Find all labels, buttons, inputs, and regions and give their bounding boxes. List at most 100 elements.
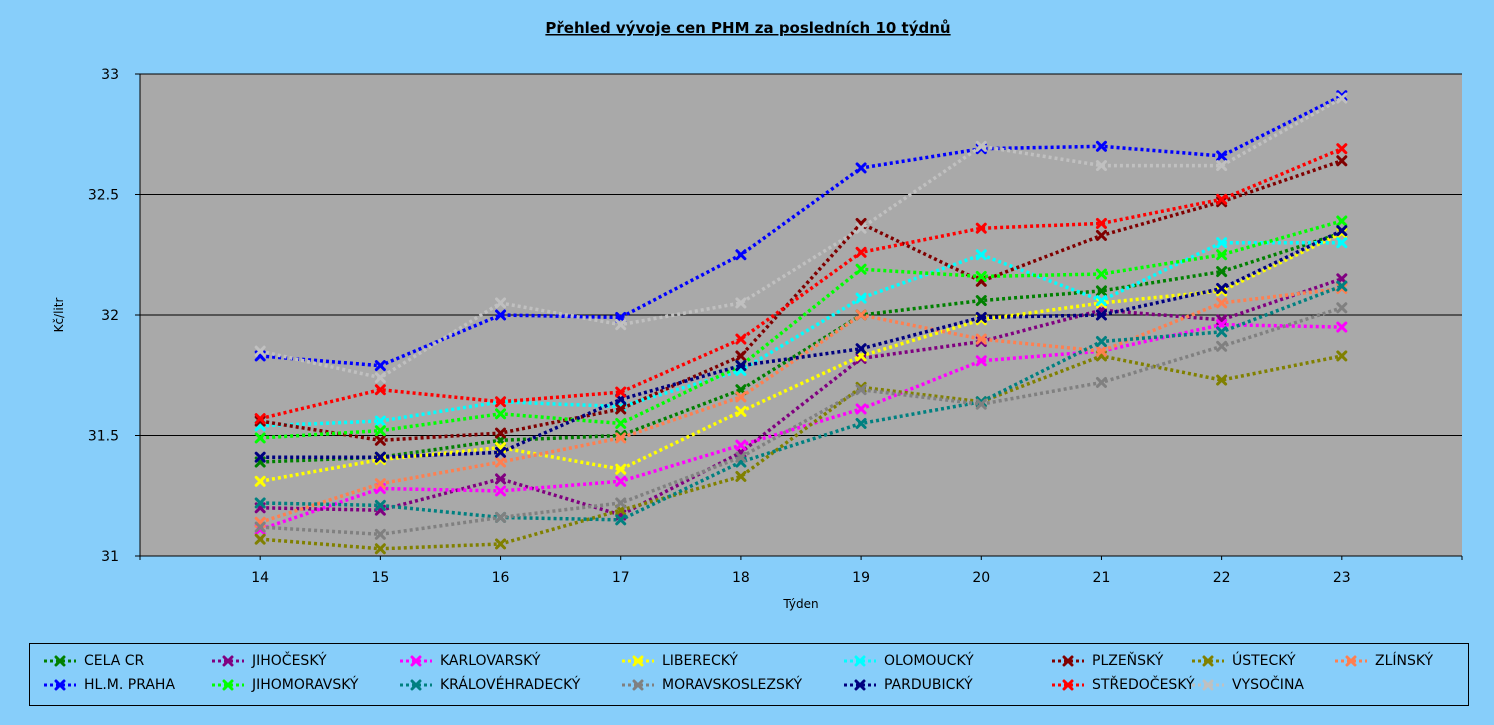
x-tick-label-9: 23 (1333, 570, 1351, 586)
series-9-point-6 (975, 270, 987, 282)
series-8-point-2 (495, 309, 507, 321)
legend-label-10: KRÁLOVÉHRADECKÝ (440, 677, 581, 693)
series-12-point-7 (1095, 309, 1107, 321)
series-line-1 (260, 277, 1343, 517)
series-11-point-3 (615, 497, 627, 509)
y-axis-label: Kč/litr (52, 298, 66, 333)
x-tick-label-5: 19 (852, 570, 870, 586)
series-10-point-9 (1336, 280, 1348, 292)
x-tick-label-1: 15 (371, 570, 389, 586)
series-5-point-3 (615, 403, 627, 415)
series-12-point-0 (254, 451, 266, 463)
y-tick-label-3: 32.5 (88, 188, 119, 204)
series-14-point-7 (1095, 160, 1107, 172)
series-9-point-0 (254, 432, 266, 444)
series-line-0 (260, 231, 1343, 464)
legend-swatch-5 (1052, 655, 1084, 667)
series-11-point-9 (1336, 302, 1348, 314)
legend-swatch-14 (1192, 679, 1224, 691)
series-7-point-8 (1216, 297, 1228, 309)
series-5-point-8 (1216, 196, 1228, 208)
legend-item-11: MORAVSKOSLEZSKÝ (620, 675, 802, 695)
series-3-point-7 (1095, 297, 1107, 309)
legend-label-5: PLZEŇSKÝ (1092, 653, 1164, 669)
series-6-point-9 (1336, 350, 1348, 362)
series-13-point-8 (1216, 193, 1228, 205)
series-3-point-8 (1216, 285, 1228, 297)
series-12-point-5 (855, 343, 867, 355)
series-2-point-6 (975, 355, 987, 367)
series-12-point-4 (735, 360, 747, 372)
series-11-point-7 (1095, 376, 1107, 388)
series-10-point-3 (615, 514, 627, 526)
legend-swatch-10 (400, 679, 432, 691)
series-7-point-6 (975, 333, 987, 345)
y-tick-label-0: 31 (101, 549, 119, 565)
series-11-point-0 (254, 521, 266, 533)
legend-swatch-8 (44, 679, 76, 691)
legend-swatch-6 (1192, 655, 1224, 667)
legend-label-6: ÚSTECKÝ (1232, 653, 1296, 669)
series-7-point-2 (495, 456, 507, 468)
series-line-5 (259, 159, 1343, 443)
series-5-point-7 (1095, 229, 1107, 241)
series-14-point-6 (975, 140, 987, 152)
series-7-point-5 (855, 309, 867, 321)
series-11-point-6 (975, 398, 987, 410)
legend-label-2: KARLOVARSKÝ (440, 653, 541, 669)
series-11-point-4 (735, 451, 747, 463)
legend-item-4: OLOMOUCKÝ (842, 651, 974, 671)
series-line-11 (260, 306, 1343, 537)
legend-item-5: PLZEŇSKÝ (1050, 651, 1163, 671)
x-tick-label-8: 22 (1213, 570, 1231, 586)
x-tick-label-7: 21 (1093, 570, 1111, 586)
series-9-point-5 (855, 263, 867, 275)
series-4-point-5 (855, 292, 867, 304)
series-6-point-0 (254, 533, 266, 545)
legend-item-7: ZLÍNSKÝ (1333, 651, 1433, 671)
series-8-point-5 (855, 162, 867, 174)
series-7-point-1 (374, 478, 386, 490)
series-14-point-2 (495, 297, 507, 309)
series-10-point-0 (254, 497, 266, 509)
series-6-point-2 (495, 538, 507, 550)
legend-label-14: VYSOČINA (1232, 677, 1304, 693)
series-14-point-1 (374, 372, 386, 384)
series-line-13 (259, 147, 1343, 421)
legend-item-3: LIBERECKÝ (620, 651, 738, 671)
series-5-point-4 (735, 350, 747, 362)
series-6-point-4 (735, 470, 747, 482)
legend: CELA CR JIHOČESKÝ KARLOVARSKÝ LIBERECKÝ OLOM… (29, 643, 1469, 706)
series-9-point-7 (1095, 268, 1107, 280)
series-7-point-4 (735, 391, 747, 403)
series-13-point-4 (735, 333, 747, 345)
series-5-point-9 (1336, 155, 1348, 167)
series-9-point-2 (495, 408, 507, 420)
legend-item-14: VYSOČINA (1190, 675, 1304, 695)
series-1-point-2 (495, 473, 507, 485)
series-lines (254, 90, 1348, 555)
series-10-point-1 (374, 499, 386, 511)
legend-item-10: KRÁLOVÉHRADECKÝ (398, 675, 580, 695)
series-14-point-5 (855, 222, 867, 234)
legend-swatch-7 (1335, 655, 1367, 667)
series-8-point-1 (374, 360, 386, 372)
legend-label-9: JIHOMORAVSKÝ (252, 677, 359, 693)
legend-swatch-0 (44, 655, 76, 667)
series-line-12 (260, 229, 1343, 459)
series-0-point-6 (975, 295, 987, 307)
legend-item-1: JIHOČESKÝ (210, 651, 327, 671)
series-14-point-3 (615, 319, 627, 331)
series-13-point-9 (1336, 143, 1348, 155)
series-3-point-3 (615, 463, 627, 475)
series-14-point-8 (1216, 160, 1228, 172)
legend-label-8: HL.M. PRAHA (84, 677, 176, 693)
legend-swatch-1 (212, 655, 244, 667)
legend-swatch-12 (844, 679, 876, 691)
series-5-point-2 (495, 427, 507, 439)
series-line-6 (260, 354, 1343, 551)
series-6-point-1 (374, 543, 386, 555)
legend-item-8: HL.M. PRAHA (42, 675, 175, 695)
series-9-point-9 (1336, 215, 1348, 227)
legend-item-13: STŘEDOČESKÝ (1050, 675, 1195, 695)
